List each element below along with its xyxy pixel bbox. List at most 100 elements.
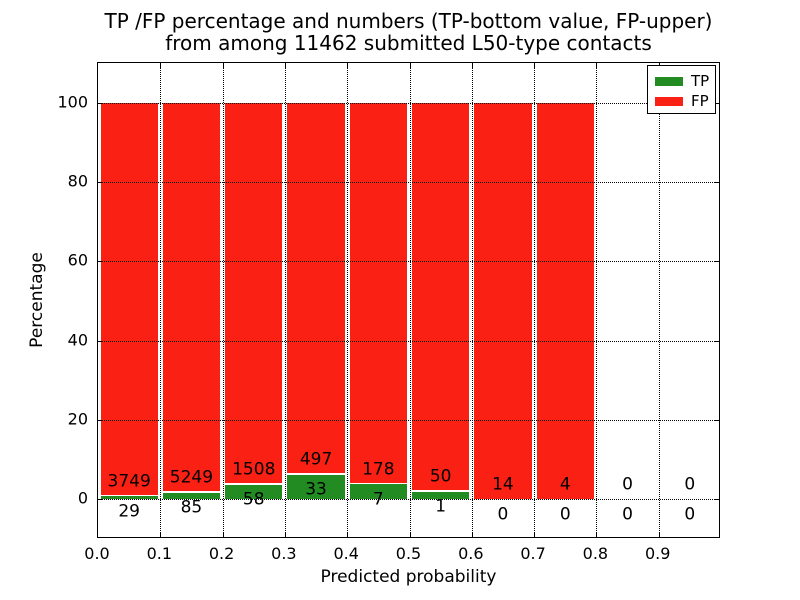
x-tick-mark — [284, 63, 286, 68]
tp-count-label: 29 — [118, 501, 140, 522]
fp-bar — [287, 102, 345, 474]
y-gridline — [98, 499, 719, 501]
tp-count-label: 0 — [684, 504, 696, 525]
x-tick-mark — [471, 532, 473, 537]
x-tick-mark — [658, 532, 660, 537]
y-tick-mark — [714, 182, 719, 183]
y-tick-label: 0 — [77, 488, 88, 508]
chart-title-line1: TP /FP percentage and numbers (TP-bottom… — [104, 9, 713, 33]
x-gridline — [160, 63, 162, 537]
y-tick-mark — [98, 102, 103, 104]
x-tick-label: 0.1 — [146, 544, 173, 563]
y-gridline — [98, 261, 719, 263]
fp-count-label: 3749 — [107, 471, 151, 492]
fp-count-label: 1508 — [232, 459, 276, 480]
x-tick-label: 0.0 — [84, 544, 110, 563]
x-tick-label: 0.8 — [582, 544, 609, 563]
y-tick-mark — [98, 261, 103, 263]
y-tick-mark — [714, 102, 719, 104]
tp-bar — [162, 493, 221, 500]
tp-count-label: 7 — [372, 489, 384, 510]
y-tick-label: 80 — [67, 171, 88, 191]
x-tick-label: 0.5 — [395, 544, 422, 563]
x-tick-mark — [596, 532, 598, 537]
x-tick-mark — [347, 63, 349, 68]
tp-bar — [349, 484, 407, 500]
fp-count-label: 4 — [559, 474, 571, 495]
x-gridline — [222, 63, 224, 537]
tp-count-label: 33 — [305, 479, 327, 500]
x-tick-label: 0.2 — [208, 544, 235, 563]
x-tick-mark — [596, 63, 598, 68]
x-tick-label: 0.3 — [271, 544, 297, 563]
fp-count-label: 5249 — [169, 467, 214, 488]
x-tick-label: 0.4 — [333, 544, 359, 563]
tp-count-label: 1 — [435, 496, 447, 517]
y-tick-label: 100 — [57, 92, 88, 112]
x-tick-mark — [409, 63, 411, 68]
x-tick-mark — [347, 532, 349, 537]
x-gridline — [534, 63, 536, 537]
y-tick-mark — [98, 420, 103, 421]
fp-count-label: 14 — [492, 474, 514, 495]
x-tick-mark — [534, 63, 536, 68]
y-gridline — [98, 182, 719, 183]
fp-count-label: 0 — [684, 474, 696, 495]
x-tick-mark — [160, 63, 162, 68]
y-tick-mark — [714, 420, 719, 421]
x-tick-label: 0.7 — [520, 544, 546, 563]
fp-bar — [349, 102, 407, 483]
x-axis-label: Predicted probability — [320, 567, 497, 587]
x-gridline — [347, 63, 349, 537]
tp-count-label: 58 — [242, 489, 265, 510]
tp-bar — [100, 496, 158, 500]
fp-bar — [474, 102, 532, 500]
legend: TP FP — [647, 65, 716, 114]
fp-count-label: 50 — [429, 466, 452, 487]
legend-label-tp: TP — [691, 71, 710, 90]
y-tick-mark — [714, 499, 719, 501]
y-tick-mark — [714, 261, 719, 263]
tp-count-label: 0 — [559, 504, 571, 525]
tp-count-label: 0 — [497, 504, 509, 525]
fp-count-label: 178 — [362, 459, 395, 480]
y-tick-mark — [714, 340, 719, 342]
chart-title-line2: from among 11462 submitted L50-type cont… — [165, 31, 652, 55]
x-tick-mark — [409, 532, 411, 537]
fp-bar — [412, 102, 470, 490]
fp-bar — [162, 102, 221, 492]
fp-bar — [536, 102, 594, 500]
x-gridline — [596, 63, 598, 537]
x-tick-mark — [160, 532, 162, 537]
tp-count-label: 85 — [180, 497, 203, 518]
y-tick-label: 20 — [67, 409, 88, 429]
x-gridline — [409, 63, 411, 537]
x-tick-label: 0.6 — [458, 544, 484, 563]
tp-bar — [412, 491, 470, 500]
y-tick-mark — [98, 340, 103, 342]
tp-count-label: 0 — [622, 504, 633, 525]
x-gridline — [284, 63, 286, 537]
legend-item-fp: FP — [648, 91, 715, 111]
fp-count-label: 497 — [299, 449, 333, 470]
x-tick-mark — [471, 63, 473, 68]
chart-title: TP /FP percentage and numbers (TP-bottom… — [97, 10, 720, 54]
x-tick-mark — [222, 63, 224, 68]
tp-swatch-icon — [655, 76, 683, 86]
y-tick-label: 60 — [67, 250, 88, 270]
x-tick-mark — [222, 532, 224, 537]
y-gridline — [98, 340, 719, 342]
fp-count-label: 0 — [622, 474, 633, 495]
tp-bar — [287, 474, 345, 500]
x-gridline — [658, 63, 660, 537]
x-tick-mark — [534, 532, 536, 537]
y-gridline — [98, 420, 719, 421]
y-tick-label: 40 — [67, 330, 88, 350]
y-tick-mark — [98, 182, 103, 183]
x-tick-mark — [284, 532, 286, 537]
x-gridline — [471, 63, 473, 537]
fp-swatch-icon — [655, 96, 683, 106]
legend-label-fp: FP — [691, 91, 709, 110]
x-tick-label: 0.9 — [644, 544, 671, 563]
